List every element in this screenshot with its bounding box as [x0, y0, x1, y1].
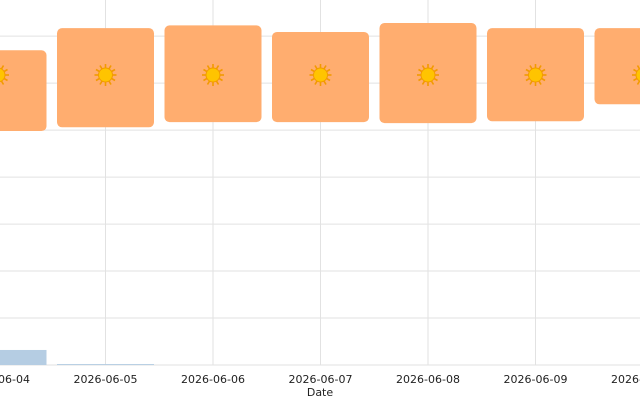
sun-ray	[95, 68, 100, 73]
sun-disc	[420, 67, 436, 83]
sun-icon	[202, 64, 224, 86]
sun-ray	[525, 77, 530, 82]
x-tick-label: 2026-06-07	[289, 373, 353, 386]
sun-ray	[326, 77, 331, 82]
sun-ray	[203, 68, 208, 73]
sun-ray	[538, 65, 542, 70]
sun-icon	[0, 65, 9, 85]
sun-ray	[314, 80, 318, 85]
sun-disc	[313, 67, 328, 83]
sun-ray	[108, 80, 112, 85]
sun-ray	[0, 65, 5, 70]
sun-ray	[99, 80, 103, 85]
range-box	[0, 50, 47, 132]
sun-ray	[541, 77, 546, 82]
range-box	[594, 28, 640, 105]
sun-ray	[636, 80, 640, 85]
sun-ray	[215, 65, 220, 70]
sun-disc	[528, 67, 543, 83]
sun-ray	[111, 68, 116, 73]
sun-ray	[421, 65, 426, 70]
sun-icon	[524, 64, 547, 86]
sun-ray	[3, 68, 8, 73]
sun-ray	[529, 80, 533, 85]
sun-ray	[323, 65, 327, 70]
sun-ray	[541, 68, 546, 73]
x-tick-label: 2026-06-08	[396, 373, 460, 386]
sun-ray	[314, 65, 318, 70]
sun-ray	[218, 77, 223, 82]
sun-ray	[99, 65, 103, 70]
sun-ray	[525, 68, 530, 73]
sun-ray	[310, 68, 315, 73]
bar	[0, 349, 47, 365]
sun-ray	[433, 77, 438, 82]
sun-ray	[323, 80, 327, 85]
sun-ray	[3, 77, 8, 82]
sun-ray	[218, 68, 223, 73]
sun-ray	[326, 68, 331, 73]
sun-ray	[633, 68, 638, 73]
sun-ray	[206, 80, 211, 85]
x-tick-label: 2026-06-04	[0, 373, 30, 386]
sun-ray	[310, 77, 315, 82]
sun-ray	[215, 80, 220, 85]
sun-disc	[98, 67, 113, 83]
sun-ray	[203, 77, 208, 82]
sun-ray	[538, 80, 542, 85]
sun-ray	[430, 80, 435, 85]
sun-disc	[635, 68, 640, 82]
sun-disc	[205, 67, 221, 83]
sun-ray	[633, 77, 638, 82]
x-axis-label: Date	[307, 386, 334, 399]
bar	[57, 364, 154, 365]
x-tick-label: 2026-06-05	[74, 373, 138, 386]
sun-ray	[636, 65, 640, 70]
x-tick-label: 2026-06-10	[611, 373, 640, 386]
sun-ray	[421, 80, 426, 85]
sun-ray	[111, 77, 116, 82]
sun-ray	[418, 77, 423, 82]
sun-ray	[418, 68, 423, 73]
sun-ray	[430, 65, 435, 70]
x-tick-label: 2026-06-09	[504, 373, 568, 386]
sun-ray	[0, 80, 5, 85]
sun-ray	[529, 65, 533, 70]
sun-icon	[417, 64, 439, 86]
marks: 2026-06-04 2026-06-05 2026-06-06 2026-06-07…	[0, 23, 640, 386]
sun-icon	[94, 64, 117, 86]
sun-disc	[0, 67, 6, 83]
x-tick-label: 2026-06-06	[181, 373, 245, 386]
sun-ray	[206, 65, 211, 70]
sun-ray	[108, 65, 112, 70]
sun-icon	[632, 65, 640, 85]
sun-ray	[433, 68, 438, 73]
sun-icon	[309, 64, 332, 86]
sun-ray	[95, 77, 100, 82]
